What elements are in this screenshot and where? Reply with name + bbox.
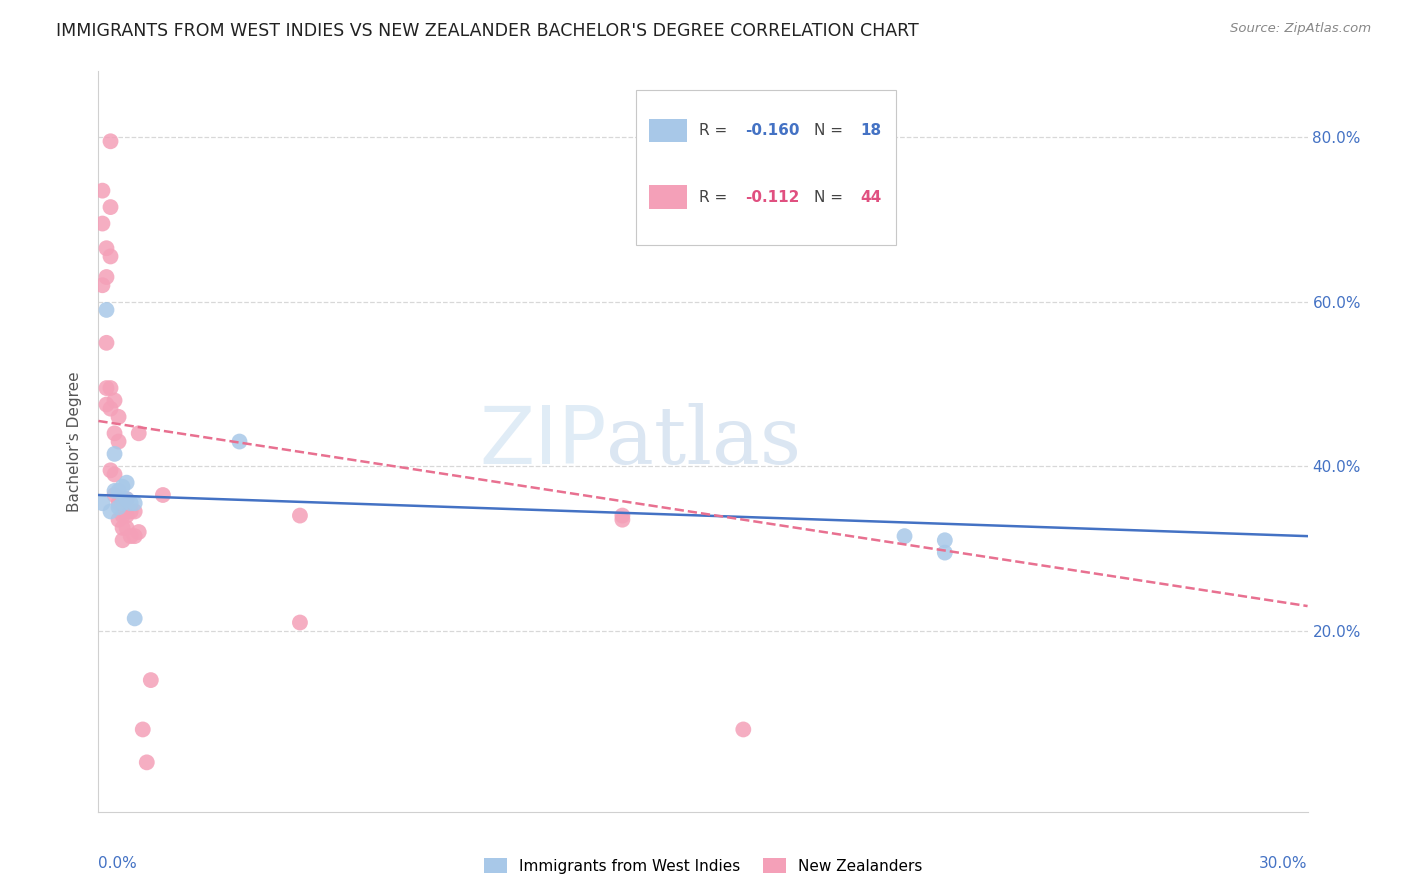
Point (132, 723, 155, 737)
Point (111, 533, 134, 548)
Point (120, 529, 142, 543)
Point (288, 615, 311, 630)
Text: Source: ZipAtlas.com: Source: ZipAtlas.com (1230, 22, 1371, 36)
Point (100, 200, 122, 214)
Point (124, 504, 146, 518)
Point (124, 611, 146, 625)
Point (124, 529, 146, 543)
Point (96, 335, 118, 350)
Text: -0.160: -0.160 (745, 123, 800, 138)
Point (111, 480, 134, 494)
Point (152, 488, 174, 502)
Point (96, 381, 118, 395)
Legend: Immigrants from West Indies, New Zealanders: Immigrants from West Indies, New Zealand… (478, 852, 928, 880)
Point (934, 533, 956, 548)
Point (96, 302, 118, 317)
Point (100, 134, 122, 148)
Text: 30.0%: 30.0% (1260, 856, 1308, 871)
Text: 0.0%: 0.0% (98, 856, 138, 871)
Point (103, 467, 125, 482)
FancyBboxPatch shape (648, 186, 688, 209)
Point (733, 723, 755, 737)
Text: N =: N = (814, 190, 848, 205)
Point (100, 401, 122, 416)
Point (91, 496, 114, 510)
Point (135, 756, 157, 770)
Text: N =: N = (814, 123, 848, 138)
Point (96, 241, 118, 255)
Point (100, 250, 122, 264)
Point (115, 492, 138, 507)
Point (612, 513, 634, 527)
Point (120, 504, 142, 518)
Point (100, 504, 122, 518)
Point (100, 381, 122, 395)
Point (128, 426, 150, 441)
Text: IMMIGRANTS FROM WEST INDIES VS NEW ZEALANDER BACHELOR'S DEGREE CORRELATION CHART: IMMIGRANTS FROM WEST INDIES VS NEW ZEALA… (56, 22, 920, 40)
FancyBboxPatch shape (637, 90, 897, 245)
Point (91, 278, 114, 293)
Point (124, 496, 146, 510)
Point (107, 513, 129, 527)
Point (103, 483, 125, 498)
Point (115, 521, 138, 535)
Text: 44: 44 (860, 190, 882, 205)
Point (128, 524, 150, 539)
Point (115, 492, 138, 507)
Point (103, 393, 125, 408)
FancyBboxPatch shape (648, 119, 688, 143)
Point (96, 398, 118, 412)
Point (893, 529, 915, 543)
Point (115, 475, 138, 490)
Text: 18: 18 (860, 123, 882, 138)
Point (107, 500, 129, 515)
Point (103, 447, 125, 461)
Point (111, 521, 134, 535)
Text: R =: R = (699, 190, 733, 205)
Point (107, 496, 129, 510)
Text: ZIP: ZIP (479, 402, 606, 481)
Point (100, 463, 122, 477)
Point (107, 409, 129, 424)
Point (91, 184, 114, 198)
Point (96, 270, 118, 285)
Text: -0.112: -0.112 (745, 190, 800, 205)
Point (612, 508, 634, 523)
Point (107, 434, 129, 449)
Point (103, 488, 125, 502)
Point (288, 508, 311, 523)
Point (934, 546, 956, 560)
Point (103, 426, 125, 441)
Y-axis label: Bachelor's Degree: Bachelor's Degree (67, 371, 83, 512)
Point (115, 508, 138, 523)
Point (139, 673, 162, 687)
Point (111, 496, 134, 510)
Point (91, 217, 114, 231)
Point (107, 483, 129, 498)
Text: atlas: atlas (606, 402, 801, 481)
Point (120, 496, 142, 510)
Point (111, 508, 134, 523)
Point (228, 434, 250, 449)
Text: R =: R = (699, 123, 733, 138)
Point (111, 492, 134, 507)
